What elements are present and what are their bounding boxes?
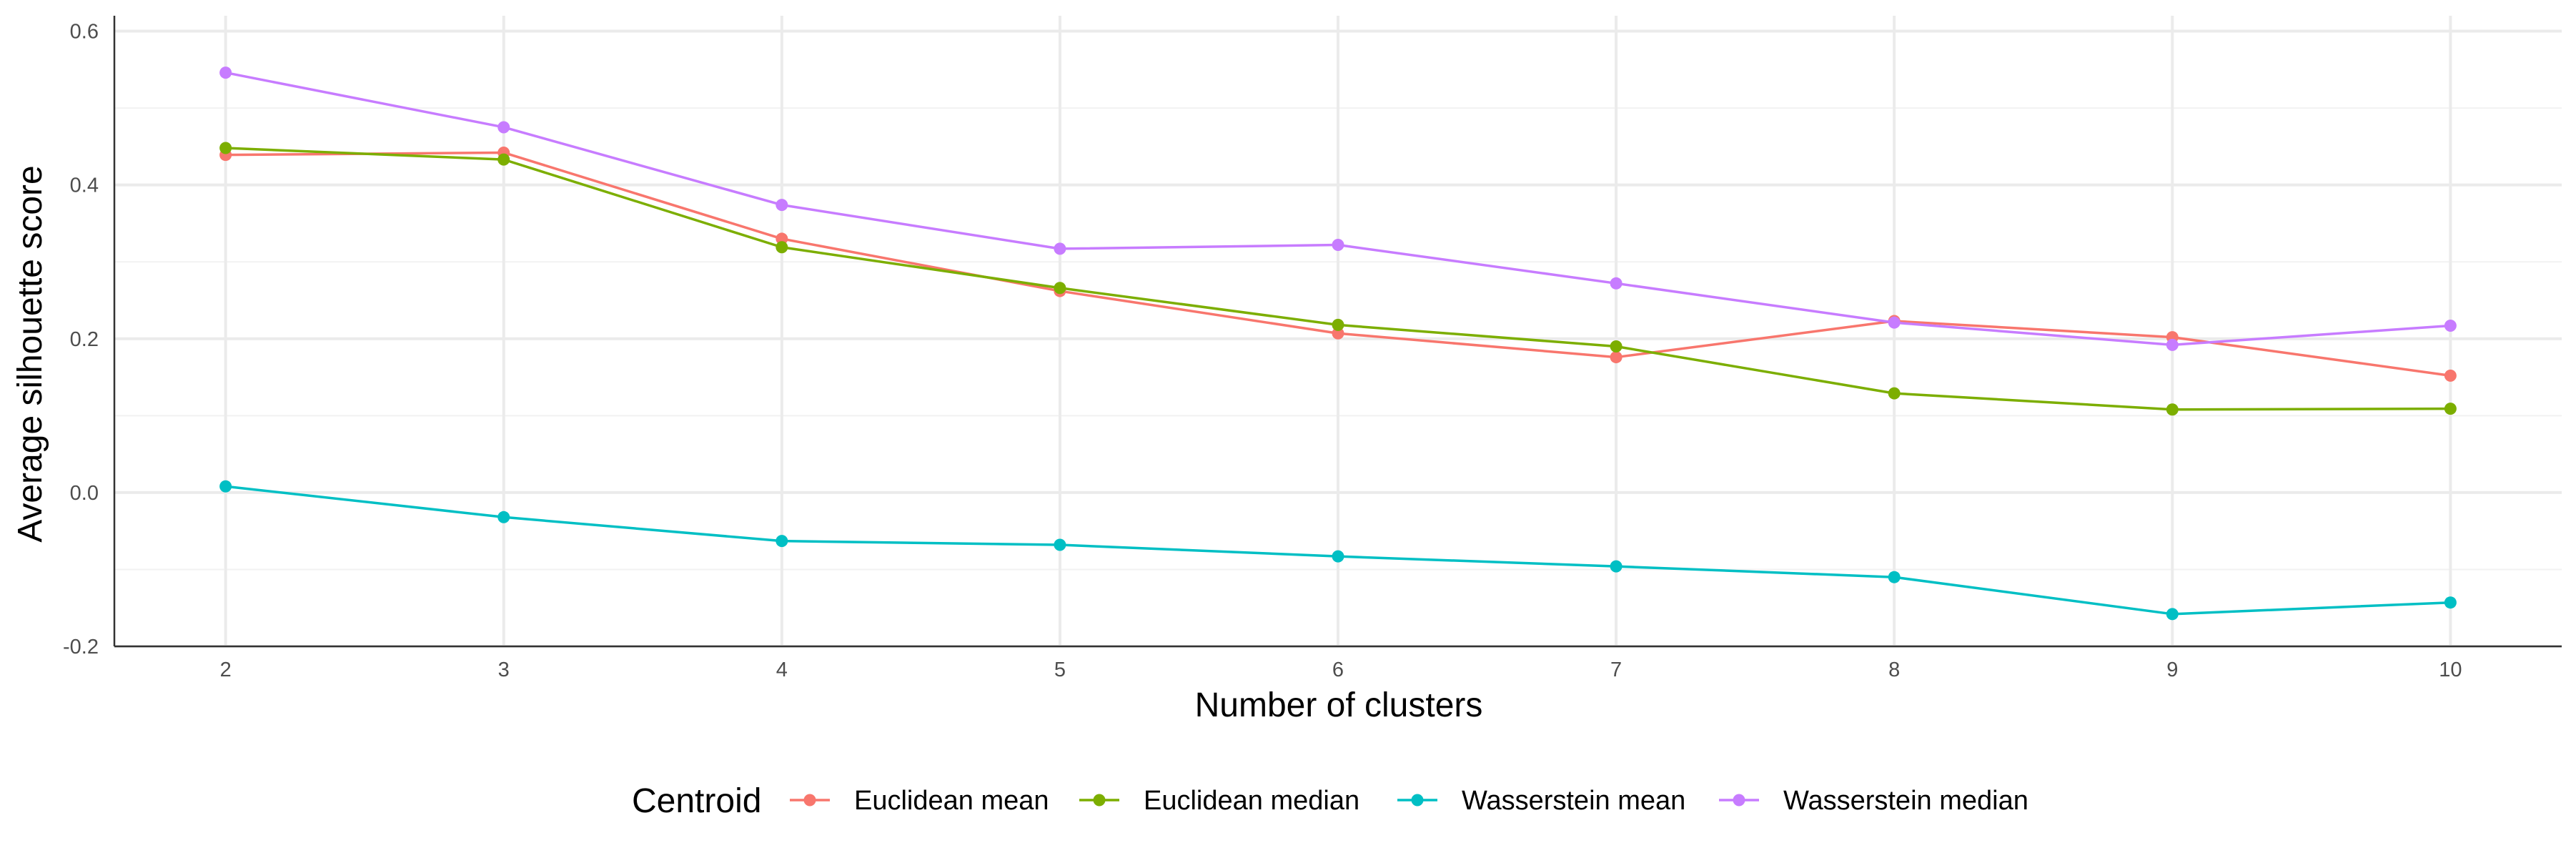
data-point-euclidean-mean bbox=[776, 232, 788, 245]
tick-label-layer: -0.2 0.0 0.2 0.4 0.6 2 3 4 5 6 7 8 9 10 bbox=[63, 21, 2462, 681]
data-point-euclidean-median bbox=[776, 241, 788, 254]
legend-label: Wasserstein mean bbox=[1462, 786, 1685, 816]
x-tick-label: 6 bbox=[1332, 659, 1344, 681]
data-point-euclidean-mean bbox=[2444, 369, 2457, 382]
y-tick-label: 0.6 bbox=[70, 21, 99, 44]
data-point-euclidean-median bbox=[497, 153, 510, 166]
data-point-euclidean-median bbox=[1888, 387, 1901, 400]
data-point-wasserstein-median bbox=[1332, 239, 1344, 252]
x-tick-label: 9 bbox=[2166, 659, 2178, 681]
data-point-euclidean-median bbox=[219, 142, 232, 154]
data-point-wasserstein-mean bbox=[776, 535, 788, 548]
y-tick-label: 0.2 bbox=[70, 328, 99, 351]
legend: Centroid Euclidean mean Euclidean median W… bbox=[632, 782, 2028, 820]
legend-key-point bbox=[1093, 794, 1106, 807]
series-euclidean-median bbox=[219, 142, 2457, 416]
data-point-wasserstein-mean bbox=[497, 511, 510, 523]
x-axis-title: Number of clusters bbox=[1195, 686, 1483, 724]
legend-label: Euclidean median bbox=[1144, 786, 1359, 816]
x-tick-label: 5 bbox=[1054, 659, 1066, 681]
data-point-wasserstein-mean bbox=[1888, 571, 1901, 583]
data-point-euclidean-median bbox=[1610, 340, 1623, 353]
x-tick-label: 2 bbox=[220, 659, 232, 681]
legend-key-point bbox=[1411, 794, 1424, 807]
data-point-wasserstein-mean bbox=[219, 480, 232, 493]
data-point-wasserstein-mean bbox=[2444, 596, 2457, 609]
legend-item-wasserstein-median: Wasserstein median bbox=[1719, 786, 2028, 816]
data-point-wasserstein-mean bbox=[2166, 608, 2179, 621]
data-point-euclidean-mean bbox=[1610, 351, 1623, 364]
series-wasserstein-mean bbox=[219, 480, 2457, 621]
legend-title: Centroid bbox=[632, 782, 761, 820]
data-point-wasserstein-median bbox=[1054, 242, 1066, 255]
legend-item-euclidean-median: Euclidean median bbox=[1079, 786, 1359, 816]
x-tick-label: 7 bbox=[1610, 659, 1622, 681]
y-tick-label: -0.2 bbox=[63, 636, 99, 659]
legend-item-wasserstein-mean: Wasserstein mean bbox=[1397, 786, 1685, 816]
data-point-wasserstein-median bbox=[1888, 316, 1901, 329]
x-tick-label: 3 bbox=[498, 659, 510, 681]
data-point-euclidean-median bbox=[1054, 282, 1066, 295]
data-point-wasserstein-mean bbox=[1332, 550, 1344, 563]
legend-key-point bbox=[1733, 794, 1745, 807]
data-point-euclidean-mean bbox=[1332, 327, 1344, 340]
data-point-euclidean-median bbox=[1332, 318, 1344, 331]
legend-item-euclidean-mean: Euclidean mean bbox=[790, 786, 1049, 816]
series-layer bbox=[219, 66, 2457, 621]
data-point-wasserstein-mean bbox=[1054, 538, 1066, 551]
y-tick-label: 0.4 bbox=[70, 174, 99, 197]
data-point-wasserstein-median bbox=[219, 66, 232, 79]
x-tick-label: 8 bbox=[1888, 659, 1900, 681]
y-tick-label: 0.0 bbox=[70, 482, 99, 505]
data-point-wasserstein-mean bbox=[1610, 560, 1623, 573]
data-point-euclidean-median bbox=[2166, 403, 2179, 416]
x-tick-label: 10 bbox=[2439, 659, 2462, 681]
data-point-wasserstein-median bbox=[776, 199, 788, 212]
data-point-wasserstein-median bbox=[497, 121, 510, 134]
series-wasserstein-median bbox=[219, 66, 2457, 351]
x-tick-label: 4 bbox=[776, 659, 788, 681]
legend-label: Euclidean mean bbox=[854, 786, 1049, 816]
data-point-wasserstein-median bbox=[2166, 338, 2179, 351]
data-point-wasserstein-median bbox=[2444, 319, 2457, 332]
legend-label: Wasserstein median bbox=[1783, 786, 2028, 816]
data-point-wasserstein-median bbox=[1610, 277, 1623, 290]
legend-key-point bbox=[803, 794, 816, 807]
data-point-euclidean-median bbox=[2444, 403, 2457, 415]
y-axis-title: Average silhouette score bbox=[11, 165, 49, 542]
axis-layer bbox=[113, 16, 2562, 648]
